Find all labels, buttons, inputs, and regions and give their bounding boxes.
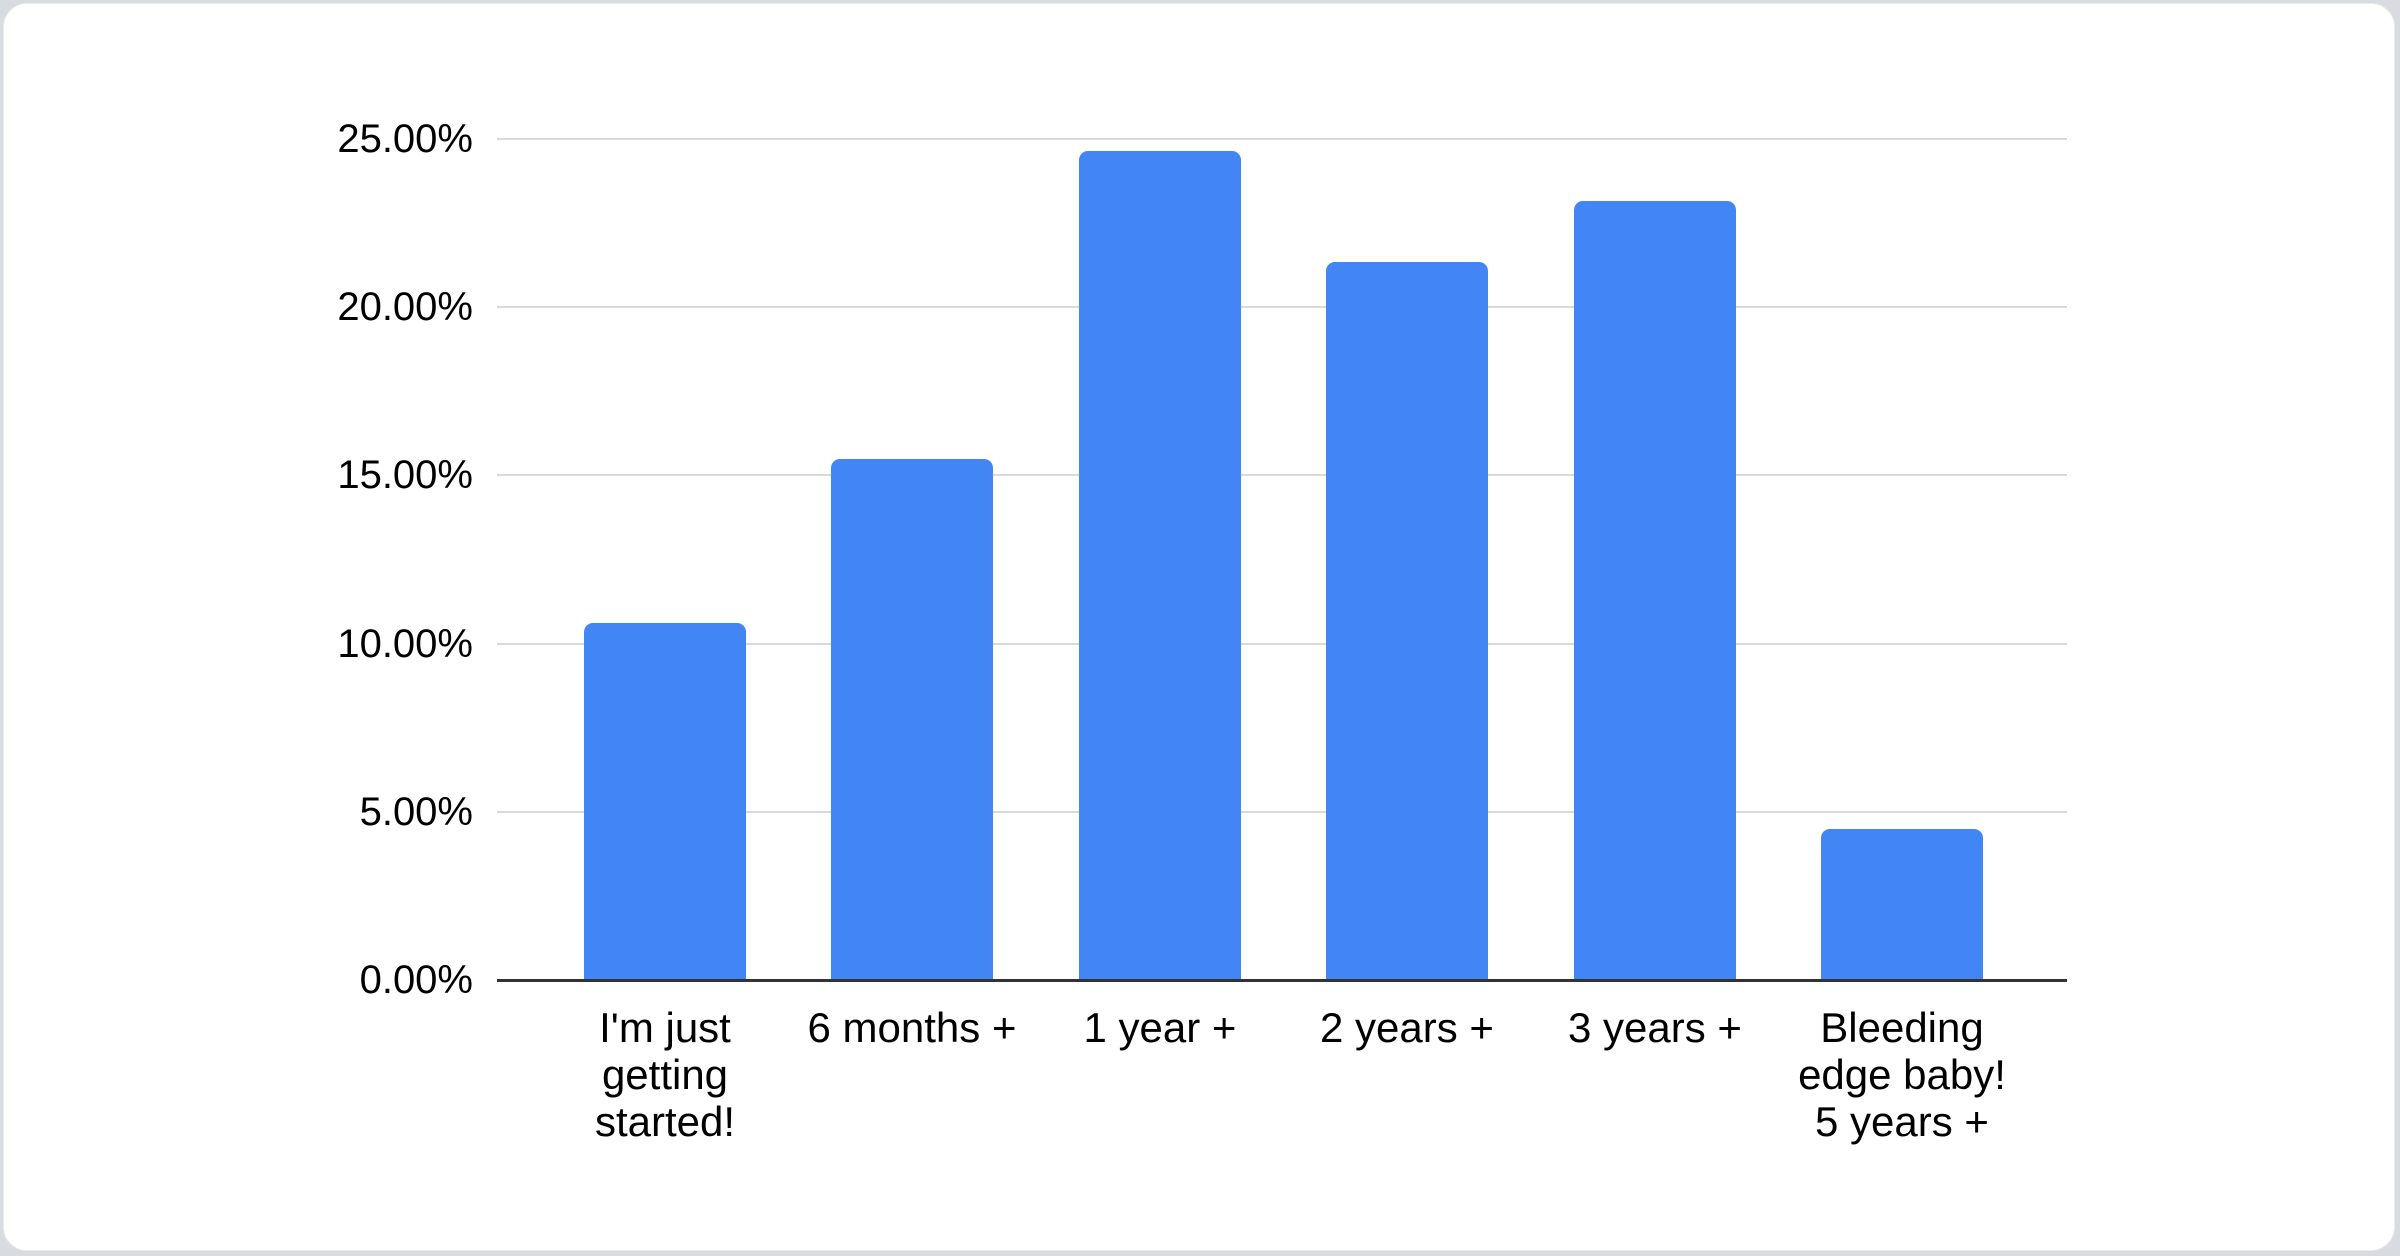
bar-4[interactable] <box>1326 262 1488 980</box>
x-axis-category-label: 2 years + <box>1320 1004 1494 1051</box>
bar-6[interactable] <box>1821 829 1983 980</box>
y-gridline <box>497 810 2067 813</box>
bar-1[interactable] <box>584 623 746 980</box>
y-gridline <box>497 306 2067 309</box>
x-axis-category-label: Bleeding edge baby! 5 years + <box>1798 1004 2006 1145</box>
y-axis-tick-label: 5.00% <box>359 789 473 834</box>
bar-3[interactable] <box>1079 151 1241 980</box>
y-gridline <box>497 138 2067 140</box>
x-axis-category-label: 3 years + <box>1568 1004 1742 1051</box>
x-axis-line <box>497 979 2067 982</box>
y-axis-tick-label: 20.00% <box>337 285 473 330</box>
x-axis-category-label: 6 months + <box>807 1004 1017 1051</box>
bar-2[interactable] <box>831 459 993 980</box>
y-gridline <box>497 642 2067 645</box>
x-axis-category-label: I'm just getting started! <box>594 1004 736 1145</box>
y-axis-tick-label: 0.00% <box>359 958 473 1002</box>
x-axis-category-label: 1 year + <box>1083 1004 1237 1051</box>
bar-5[interactable] <box>1574 201 1736 980</box>
y-axis-tick-label: 15.00% <box>337 453 473 498</box>
y-axis-tick-label: 10.00% <box>337 621 473 666</box>
y-gridline <box>497 474 2067 477</box>
y-axis-tick-label: 25.00% <box>337 117 473 161</box>
